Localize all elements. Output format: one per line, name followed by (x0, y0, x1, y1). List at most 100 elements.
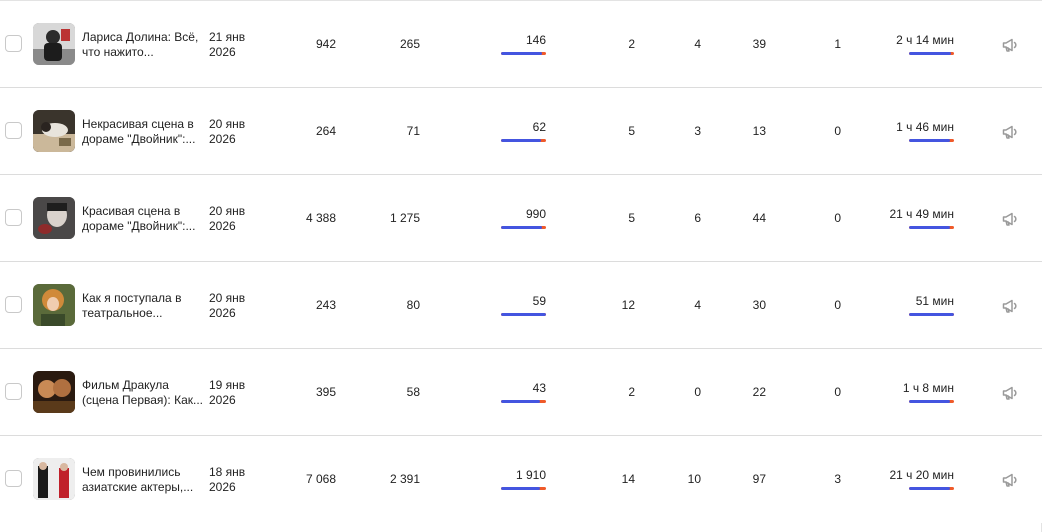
table-row[interactable]: Чем провинились азиатские актеры,... 18 … (0, 436, 1042, 523)
publish-date: 20 янв 2026 (209, 117, 269, 147)
video-thumbnail[interactable] (33, 284, 75, 326)
publish-date-year: 2026 (209, 480, 236, 494)
row-checkbox[interactable] (5, 122, 22, 139)
full-views-value: 59 (532, 294, 546, 308)
metric-d-value: 0 (834, 298, 841, 312)
promote-megaphone-icon[interactable] (1001, 471, 1019, 489)
watch-time-value: 2 ч 14 мин (896, 33, 954, 47)
metric-c-value: 97 (752, 472, 766, 486)
row-checkbox[interactable] (5, 383, 22, 400)
watch-time-bar (909, 487, 954, 490)
video-title[interactable]: Красивая сцена в дораме "Двойник":... (82, 204, 196, 233)
publish-date-day: 21 янв (209, 30, 246, 44)
publish-date: 19 янв 2026 (209, 378, 269, 408)
row-checkbox[interactable] (5, 35, 22, 52)
views-value: 4 388 (305, 211, 336, 225)
views-value: 942 (315, 37, 336, 51)
metric-d-value: 0 (834, 385, 841, 399)
watch-time-value: 1 ч 46 мин (896, 120, 954, 134)
metric-a-value: 2 (628, 385, 635, 399)
publish-date-day: 20 янв (209, 117, 246, 131)
full-views-value: 146 (525, 33, 546, 47)
full-views-bar (501, 226, 546, 229)
video-title[interactable]: Лариса Долина: Всё, что нажито... (82, 30, 199, 59)
row-checkbox[interactable] (5, 470, 22, 487)
video-title[interactable]: Некрасивая сцена в дораме "Двойник":... (82, 117, 196, 146)
table-row[interactable]: Как я поступала в театральное... 20 янв … (0, 262, 1042, 349)
metric-b-value: 4 (694, 37, 701, 51)
watch-time-bar (909, 400, 954, 403)
publish-date: 18 янв 2026 (209, 465, 269, 495)
video-title[interactable]: Как я поступала в театральное... (82, 291, 182, 320)
metric-a-value: 14 (621, 472, 635, 486)
full-views-value: 43 (532, 381, 546, 395)
promote-megaphone-icon[interactable] (1001, 36, 1019, 54)
metric-a-value: 5 (628, 211, 635, 225)
metric-b-value: 0 (694, 385, 701, 399)
publish-date: 21 янв 2026 (209, 30, 269, 60)
publish-date-day: 18 янв (209, 465, 246, 479)
video-thumbnail[interactable] (33, 371, 75, 413)
full-views-value: 1 910 (515, 468, 546, 482)
table-row[interactable]: Лариса Долина: Всё, что нажито... 21 янв… (0, 1, 1042, 88)
full-views-value: 990 (525, 207, 546, 221)
video-title[interactable]: Фильм Дракула (сцена Первая): Как... (82, 378, 204, 407)
video-title[interactable]: Чем провинились азиатские актеры,... (82, 465, 194, 494)
watch-time-bar (909, 52, 954, 55)
views-value: 7 068 (305, 472, 336, 486)
metric-a-value: 12 (621, 298, 635, 312)
metric-a-value: 5 (628, 124, 635, 138)
views-value: 264 (315, 124, 336, 138)
metric-d-value: 1 (834, 37, 841, 51)
table-row[interactable]: Фильм Дракула (сцена Первая): Как... 19 … (0, 349, 1042, 436)
video-thumbnail[interactable] (33, 458, 75, 500)
full-views-value: 62 (532, 120, 546, 134)
metric-d-value: 0 (834, 124, 841, 138)
full-views-bar (501, 52, 546, 55)
metric-b-value: 6 (694, 211, 701, 225)
watch-time-value: 21 ч 49 мин (889, 207, 954, 221)
metric-d-value: 0 (834, 211, 841, 225)
watch-time-value: 51 мин (915, 294, 954, 308)
metric-c-value: 44 (752, 211, 766, 225)
video-thumbnail[interactable] (33, 23, 75, 65)
table-row[interactable]: Некрасивая сцена в дораме "Двойник":... … (0, 88, 1042, 175)
video-thumbnail-icon (33, 458, 75, 500)
full-views-bar (501, 487, 546, 490)
reach-value: 1 275 (389, 211, 420, 225)
promote-megaphone-icon[interactable] (1001, 210, 1019, 228)
publish-date-day: 20 янв (209, 204, 246, 218)
promote-megaphone-icon[interactable] (1001, 123, 1019, 141)
metric-b-value: 3 (694, 124, 701, 138)
video-thumbnail[interactable] (33, 197, 75, 239)
promote-megaphone-icon[interactable] (1001, 297, 1019, 315)
video-thumbnail[interactable] (33, 110, 75, 152)
metric-c-value: 22 (752, 385, 766, 399)
views-value: 243 (315, 298, 336, 312)
promote-megaphone-icon[interactable] (1001, 384, 1019, 402)
metric-d-value: 3 (834, 472, 841, 486)
metric-c-value: 39 (752, 37, 766, 51)
video-thumbnail-icon (33, 197, 75, 239)
row-checkbox[interactable] (5, 296, 22, 313)
publish-date-year: 2026 (209, 393, 236, 407)
full-views-bar (501, 400, 546, 403)
reach-value: 265 (399, 37, 420, 51)
watch-time-value: 1 ч 8 мин (902, 381, 954, 395)
metric-c-value: 13 (752, 124, 766, 138)
views-value: 395 (315, 385, 336, 399)
reach-value: 71 (406, 124, 420, 138)
reach-value: 2 391 (389, 472, 420, 486)
publish-date: 20 янв 2026 (209, 291, 269, 321)
watch-time-bar (909, 226, 954, 229)
publish-date-year: 2026 (209, 219, 236, 233)
watch-time-value: 21 ч 20 мин (889, 468, 954, 482)
publish-date-year: 2026 (209, 306, 236, 320)
metric-c-value: 30 (752, 298, 766, 312)
publish-date-year: 2026 (209, 132, 236, 146)
table-row[interactable]: Красивая сцена в дораме "Двойник":... 20… (0, 175, 1042, 262)
full-views-bar (501, 139, 546, 142)
row-checkbox[interactable] (5, 209, 22, 226)
watch-time-bar (909, 313, 954, 316)
